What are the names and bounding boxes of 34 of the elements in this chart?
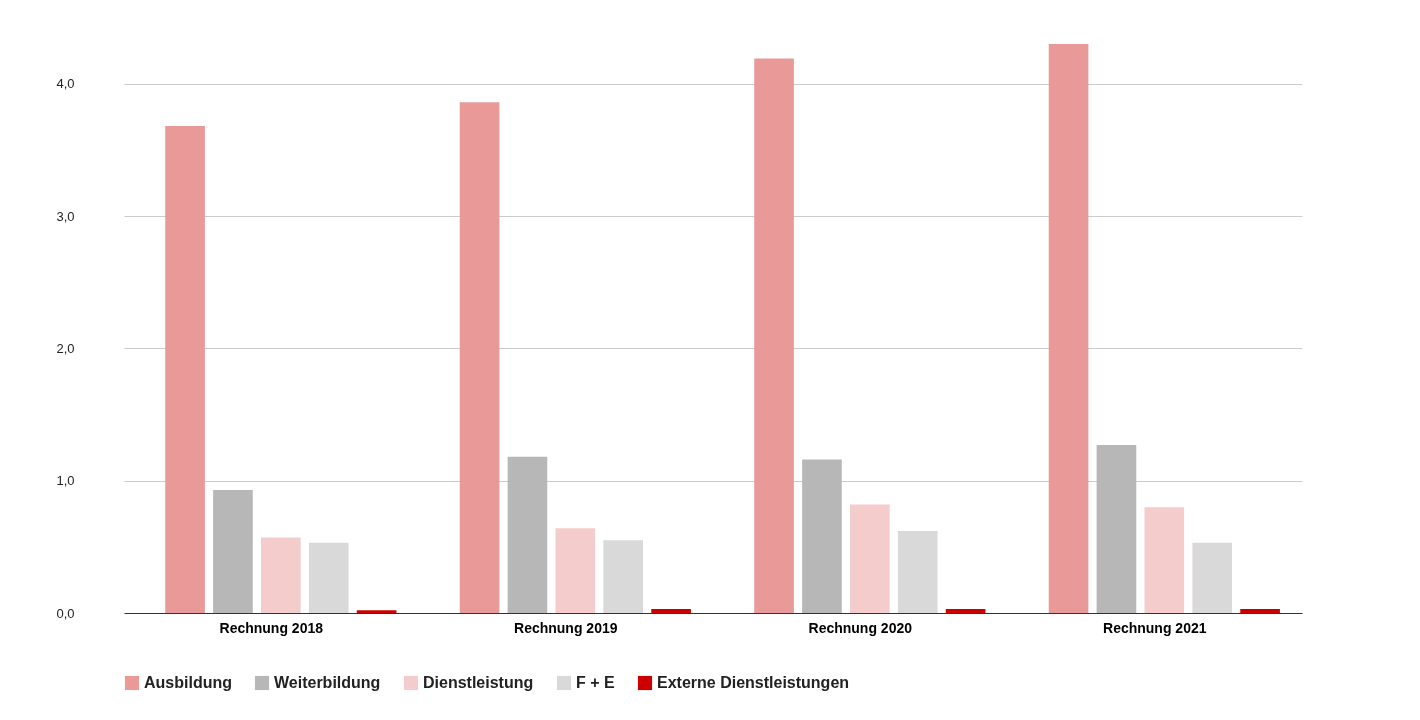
bar xyxy=(1240,609,1280,613)
y-tick-label: 2,0 xyxy=(56,340,75,356)
bar xyxy=(213,489,253,613)
bar xyxy=(1096,444,1137,613)
bar xyxy=(507,456,548,613)
x-tick-label: Rechnung 2019 xyxy=(514,619,618,636)
y-tick-label: 1,0 xyxy=(56,473,75,489)
bar xyxy=(651,609,691,613)
bar xyxy=(754,58,794,613)
y-tick-label: 3,0 xyxy=(56,208,75,224)
bar xyxy=(945,609,986,613)
y-tick-label: 0,0 xyxy=(56,605,75,621)
y-tick-label: 4,0 xyxy=(56,76,75,92)
bar xyxy=(1144,507,1185,613)
legend-label: Weiterbildung xyxy=(274,674,381,691)
x-tick-label: Rechnung 2021 xyxy=(1103,619,1207,636)
bar xyxy=(850,504,890,613)
legend-label: Dienstleistung xyxy=(423,674,534,691)
legend-label: Ausbildung xyxy=(144,674,232,691)
bar xyxy=(1192,542,1233,613)
bar xyxy=(802,459,842,613)
bar xyxy=(261,537,301,613)
bar xyxy=(165,126,205,613)
bar xyxy=(603,540,644,613)
bar xyxy=(308,542,349,613)
bar xyxy=(555,528,596,613)
bar xyxy=(1048,44,1089,613)
x-tick-label: Rechnung 2018 xyxy=(219,619,324,636)
legend-label: Externe Dienstleistungen xyxy=(657,674,850,691)
bar xyxy=(459,102,500,613)
bar xyxy=(897,530,938,613)
x-tick-label: Rechnung 2020 xyxy=(808,619,913,636)
bar xyxy=(356,610,397,613)
legend-label: F + E xyxy=(576,674,616,691)
